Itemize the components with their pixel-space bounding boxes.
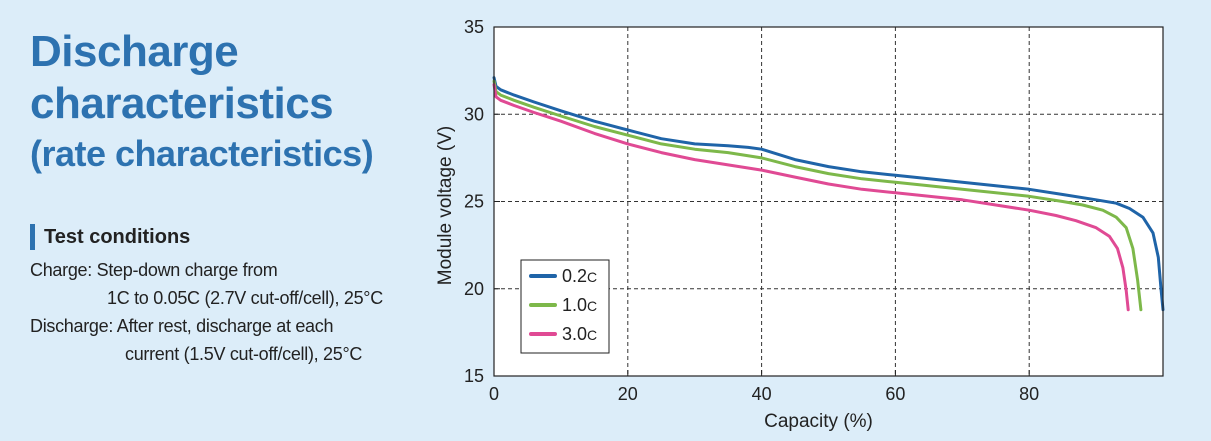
charge-condition-line-1: Charge: Step-down charge from xyxy=(30,258,278,282)
legend-unit: C xyxy=(587,327,597,343)
y-tick-label: 25 xyxy=(464,192,484,212)
charge-text-2: 1C to 0.05C (2.7V cut-off/cell), 25°C xyxy=(107,288,383,308)
y-tick-label: 15 xyxy=(464,366,484,386)
legend-unit: C xyxy=(587,298,597,314)
x-axis-label: Capacity (%) xyxy=(764,411,873,432)
page-subtitle: (rate characteristics) xyxy=(30,133,374,174)
x-tick-label: 40 xyxy=(752,384,772,404)
discharge-label: Discharge: xyxy=(30,316,114,336)
y-tick-label: 30 xyxy=(464,104,484,124)
series-line-3-0c xyxy=(492,83,1130,312)
y-axis-label: Module voltage (V) xyxy=(435,126,456,285)
charge-text-1: Step-down charge from xyxy=(96,260,278,280)
series-line-1-0c xyxy=(492,79,1143,312)
chart-legend: 0.2C 1.0C 3.0C xyxy=(520,259,610,354)
discharge-text-2: current (1.5V cut-off/cell), 25°C xyxy=(125,344,363,364)
page-title-line-2: characteristics xyxy=(30,79,334,128)
x-tick-label: 60 xyxy=(885,384,905,404)
series-line-0-2c xyxy=(492,76,1165,312)
x-tick-label: 0 xyxy=(489,384,499,404)
x-tick-label: 80 xyxy=(1019,384,1039,404)
legend-label: 1.0C xyxy=(562,295,597,315)
charge-label: Charge: xyxy=(30,260,92,280)
y-tick-label: 20 xyxy=(464,279,484,299)
legend-unit: C xyxy=(587,269,597,285)
discharge-condition-line-1: Discharge: After rest, discharge at each xyxy=(30,314,333,338)
y-tick-label: 35 xyxy=(464,17,484,37)
page-title-line-1: Discharge xyxy=(30,27,239,76)
test-conditions-heading: Test conditions xyxy=(30,224,190,250)
legend-label: 3.0C xyxy=(562,324,597,344)
legend-label: 0.2C xyxy=(562,266,597,286)
discharge-text-1: After rest, discharge at each xyxy=(116,316,334,336)
page-title: Discharge characteristics (rate characte… xyxy=(30,26,374,176)
x-tick-label: 20 xyxy=(618,384,638,404)
